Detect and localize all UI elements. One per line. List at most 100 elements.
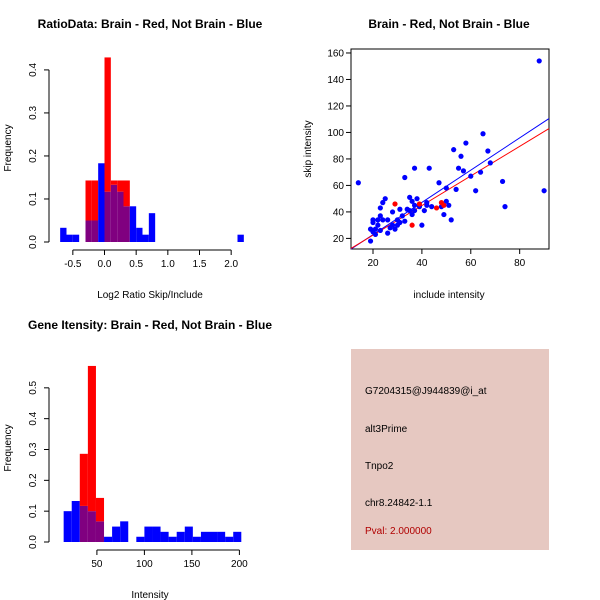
not-brain-point xyxy=(380,217,386,223)
intensity-bar-not-brain xyxy=(104,536,113,542)
not-brain-fit-line xyxy=(350,118,550,250)
intensity-bar-not-brain xyxy=(168,536,177,542)
scatter-y-tick-label: 160 xyxy=(327,48,344,59)
brain-fit-line xyxy=(350,128,550,249)
ratio-title: RatioData: Brain - Red, Not Brain - Blue xyxy=(38,17,263,31)
not-brain-point xyxy=(424,200,430,206)
ratio-bar-overlap xyxy=(91,220,99,242)
intensity-bar-not-brain xyxy=(233,531,242,542)
ratio-y-tick-label: 0.3 xyxy=(28,106,39,120)
not-brain-point xyxy=(377,227,383,234)
ratio-x-tick-label: -0.5 xyxy=(64,259,82,270)
not-brain-point xyxy=(458,153,464,159)
not-brain-point xyxy=(477,169,484,175)
not-brain-point xyxy=(375,217,381,223)
scatter-axes: 20 40 60 80 20 40 60 80 100 120 140 160 xyxy=(327,48,525,269)
ratio-bar-overlap xyxy=(117,191,124,242)
intensity-bars xyxy=(63,365,242,542)
intensity-bar-not-brain xyxy=(160,531,169,542)
not-brain-point xyxy=(446,202,452,208)
intensity-bar-not-brain xyxy=(120,521,129,542)
gene-name: Tnpo2 xyxy=(365,461,394,472)
intensity-bar-overlap xyxy=(95,521,105,542)
ratio-bar-not-brain xyxy=(136,227,143,242)
ratio-bar-overlap xyxy=(104,191,111,242)
not-brain-point xyxy=(375,222,381,228)
not-brain-point xyxy=(485,148,491,154)
ratio-bar-brain xyxy=(110,180,118,185)
not-brain-point xyxy=(468,173,474,179)
not-brain-point xyxy=(409,211,415,218)
not-brain-point xyxy=(411,202,418,208)
not-brain-point xyxy=(426,165,432,171)
not-brain-point xyxy=(473,188,479,194)
intensity-bar-not-brain xyxy=(209,531,218,542)
scatter-ylabel: skip intensity xyxy=(303,120,314,177)
not-brain-point xyxy=(372,226,379,232)
ratio-bar-brain xyxy=(91,180,99,221)
ratio-bar-brain xyxy=(85,180,92,221)
ratio-bar-not-brain xyxy=(66,234,73,242)
not-brain-point xyxy=(367,238,374,244)
not-brain-point xyxy=(429,204,435,210)
scatter-x-tick-label: 40 xyxy=(416,258,428,269)
ratio-y-tick-label: 0.0 xyxy=(28,235,39,249)
intensity-bar-not-brain xyxy=(225,536,234,542)
ratio-bar-brain xyxy=(117,180,124,192)
intensity-bar-not-brain xyxy=(136,536,145,542)
not-brain-point xyxy=(389,222,396,228)
not-brain-point xyxy=(443,185,449,191)
event-type: alt3Prime xyxy=(365,424,408,435)
scatter-y-tick-label: 140 xyxy=(327,75,344,86)
intensity-bar-not-brain xyxy=(200,531,209,542)
not-brain-point xyxy=(397,206,403,212)
intensity-bar-not-brain xyxy=(63,511,72,542)
not-brain-point xyxy=(409,198,415,204)
scatter-y-tick-label: 120 xyxy=(327,101,344,112)
not-brain-point xyxy=(355,180,361,186)
genomic-location: chr8.24842-1.1 xyxy=(365,498,433,509)
intensity-title: Gene Itensity: Brain - Red, Not Brain - … xyxy=(28,318,272,332)
not-brain-point xyxy=(443,198,449,204)
ratio-x-tick-label: 1.5 xyxy=(193,259,207,270)
scatter-y-tick-label: 20 xyxy=(333,234,345,245)
ratio-bar-overlap xyxy=(123,206,130,242)
not-brain-point xyxy=(414,196,420,202)
intensity-bar-overlap xyxy=(87,511,96,542)
ratio-x-tick-label: 0.0 xyxy=(98,259,112,270)
ratio-x-tick-label: 2.0 xyxy=(224,259,238,270)
not-brain-point xyxy=(377,205,383,211)
scatter-plot: Brain - Red, Not Brain - Blue 20 40 60 8020… xyxy=(303,17,550,301)
ratio-y-tick-label: 0.2 xyxy=(28,149,39,163)
ratio-bar-overlap xyxy=(85,220,92,242)
ratio-bar-not-brain xyxy=(237,234,244,242)
not-brain-point xyxy=(499,178,506,185)
ratio-bar-not-brain xyxy=(60,227,67,242)
intensity-ylabel: Frequency xyxy=(3,424,14,471)
intensity-histogram: Gene Itensity: Brain - Red, Not Brain - … xyxy=(3,318,272,600)
not-brain-point xyxy=(380,200,386,206)
not-brain-point xyxy=(487,160,493,166)
intensity-bar-not-brain xyxy=(184,526,193,542)
intensity-x-tick-label: 200 xyxy=(231,559,248,570)
not-brain-point xyxy=(541,188,547,194)
not-brain-point xyxy=(455,165,462,171)
scatter-y-tick-label: 80 xyxy=(333,154,345,165)
not-brain-point xyxy=(385,230,391,236)
ratio-bar-brain xyxy=(123,180,130,207)
pval-text: Pval: 2.000000 xyxy=(365,526,432,537)
intensity-x-tick-label: 50 xyxy=(91,559,103,570)
not-brain-point xyxy=(370,217,376,223)
scatter-x-tick-label: 60 xyxy=(465,258,477,269)
not-brain-point xyxy=(377,213,383,219)
not-brain-point xyxy=(460,168,467,174)
not-brain-point xyxy=(419,222,425,228)
ratio-bar-not-brain xyxy=(129,206,137,242)
intensity-bar-not-brain xyxy=(71,500,80,542)
not-brain-point xyxy=(389,209,396,215)
not-brain-point xyxy=(397,219,403,226)
intensity-bar-brain xyxy=(95,497,105,522)
ratio-y-tick-label: 0.1 xyxy=(28,192,39,206)
ratio-histogram: RatioData: Brain - Red, Not Brain - Blue… xyxy=(3,17,263,301)
